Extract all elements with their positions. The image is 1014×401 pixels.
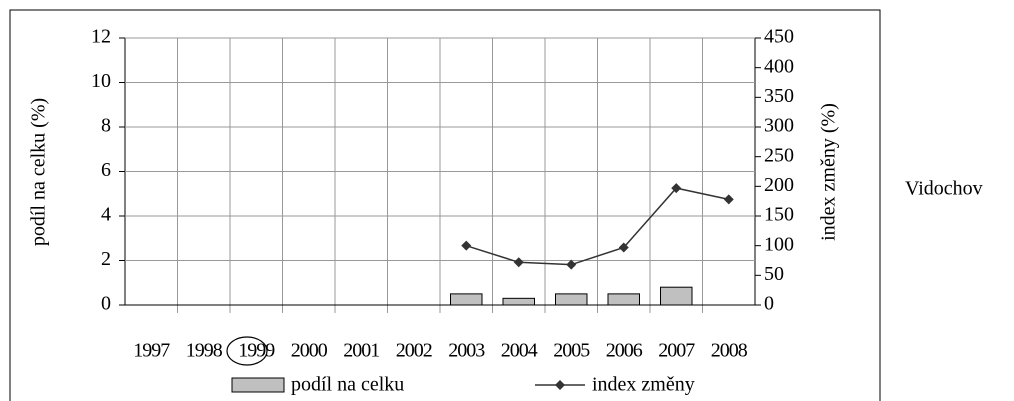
y-axis-label: podíl na celku (%) bbox=[28, 98, 50, 246]
bar bbox=[450, 293, 483, 306]
line-marker bbox=[618, 242, 629, 253]
y-tick-label: 2 bbox=[101, 248, 111, 270]
x-tick-label: 2000 bbox=[291, 340, 328, 362]
y2-tick-label: 300 bbox=[764, 115, 794, 137]
x-tick-label: 2004 bbox=[501, 340, 538, 362]
y2-tick-label: 150 bbox=[764, 204, 794, 226]
x-tick-label: 1999 bbox=[238, 340, 275, 362]
annotation: Vidochov bbox=[905, 178, 983, 200]
line-marker bbox=[461, 240, 472, 251]
x-tick-label: 2006 bbox=[606, 340, 643, 362]
line-marker bbox=[566, 259, 577, 270]
y2-tick-label: 100 bbox=[764, 233, 794, 255]
y2-axis-label: index změny (%) bbox=[818, 103, 840, 241]
legend-swatch bbox=[231, 377, 285, 393]
y2-tick-label: 200 bbox=[764, 174, 794, 196]
x-tick-label: 1998 bbox=[186, 340, 223, 362]
highlight-circle bbox=[226, 336, 268, 366]
legend-label: podíl na celku bbox=[291, 374, 404, 396]
y2-tick-label: 250 bbox=[764, 144, 794, 166]
x-tick-label: 2007 bbox=[658, 340, 695, 362]
bar bbox=[660, 286, 693, 306]
y2-tick-label: 400 bbox=[764, 55, 794, 77]
y2-tick-label: 450 bbox=[764, 26, 794, 48]
bar bbox=[502, 297, 535, 306]
line-marker bbox=[723, 194, 734, 205]
legend-marker bbox=[555, 380, 565, 390]
x-tick-label: 2002 bbox=[396, 340, 432, 362]
y-tick-label: 0 bbox=[101, 293, 111, 315]
line-marker bbox=[513, 257, 524, 268]
line-marker bbox=[671, 183, 682, 194]
x-tick-label: 2003 bbox=[448, 340, 485, 362]
y-tick-label: 8 bbox=[101, 115, 111, 137]
y2-tick-label: 350 bbox=[764, 85, 794, 107]
x-tick-label: 1997 bbox=[133, 340, 170, 362]
y2-tick-label: 0 bbox=[764, 293, 774, 315]
y-tick-label: 10 bbox=[91, 70, 111, 92]
y2-tick-label: 50 bbox=[764, 263, 784, 285]
x-tick-label: 2001 bbox=[343, 340, 379, 362]
x-tick-label: 2005 bbox=[553, 340, 590, 362]
y-tick-label: 4 bbox=[101, 204, 111, 226]
line bbox=[466, 187, 729, 266]
y-tick-label: 6 bbox=[101, 159, 111, 181]
bar bbox=[555, 293, 588, 306]
x-tick-label: 2008 bbox=[711, 340, 748, 362]
y-tick-label: 12 bbox=[91, 26, 111, 48]
legend-label: index změny bbox=[592, 374, 695, 396]
chart-frame bbox=[9, 9, 881, 401]
bar bbox=[607, 293, 640, 306]
